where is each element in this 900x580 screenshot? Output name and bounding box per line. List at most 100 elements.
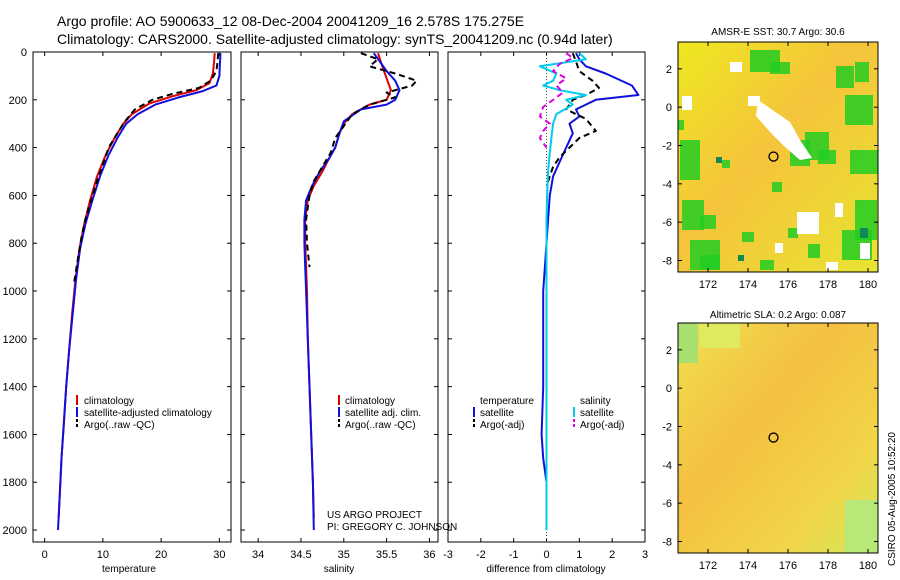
salinity-panel [240,51,439,543]
sst-green-patches [678,50,878,270]
argo-float-marker [768,151,779,162]
x-tick-label: -2 [476,549,486,561]
pi-label: PI: GREGORY C. JOHNSON [327,522,457,533]
land-cell [682,96,692,110]
salinity-plot: 34 34.5 35 35.5 36 [241,51,438,561]
legend-temperature-title: temperature [480,396,534,407]
sla-map-frame [677,322,879,554]
y-tick-label: 1800 [3,477,27,489]
green-patch [700,215,716,229]
green-patch [682,200,704,230]
legend-salinity-title: salinity [580,396,611,407]
x-tick-label: 30 [213,549,225,561]
series-temperature-argo-adj [545,52,600,187]
header-line-2: Climatology: CARS2000. Satellite-adjuste… [57,31,613,47]
x-tick-label: 34.5 [290,549,311,561]
sst-map [678,42,878,272]
series-salinity-argo-adj [538,52,574,149]
series-climatology [304,52,392,519]
y-tick-label: 2 [666,345,672,357]
y-tick-label: 0 [666,383,672,395]
land-cell [756,100,812,160]
y-tick-label: -2 [662,141,672,153]
green-patch [678,120,684,130]
x-tick-label: 34 [252,549,264,561]
series-argo-raw-qc [305,52,418,268]
x-tick-label: 176 [779,279,797,291]
y-tick-label: 1600 [3,429,27,441]
y-tick-label: -2 [662,422,672,434]
green-patch [770,62,790,74]
series-satellite-adjusted-climatology [57,53,222,531]
difference-xlabel: difference from climatology [486,564,605,575]
green-patch [788,228,798,238]
legend-climatology: climatology [345,396,395,407]
sla-map-axes: 172 174 176 178 180 2 0 -2 -4 -6 -8 [662,323,878,572]
x-tick-label: 180 [859,279,877,291]
x-tick-label: 176 [779,560,797,572]
land-cell [860,243,870,259]
series-salinity-satellite [538,52,587,530]
green-patch [808,244,820,258]
legend-sal-satellite: satellite [580,408,614,419]
green-patch [700,255,720,269]
series-climatology [57,53,216,519]
y-tick-label: 1000 [3,286,27,298]
y-tick-label: 0 [666,102,672,114]
legend-satellite: satellite adj. clim. [345,408,421,419]
x-tick-label: 174 [739,560,757,572]
temperature-panel [32,51,232,543]
x-tick-label: 20 [155,549,167,561]
legend-temp-satellite: satellite [480,408,514,419]
sla-light-area [700,323,740,348]
land-cell [797,212,819,234]
land-cell [730,62,742,72]
dark-patch [716,157,722,163]
x-tick-label: 180 [859,560,877,572]
legend-argo: Argo(..raw -QC) [345,420,416,431]
legend-temp-argo: Argo(-adj) [480,420,524,431]
y-tick-label: -8 [662,537,672,549]
y-tick-label: 400 [9,143,27,155]
land-cell [775,243,783,253]
land-cell [748,96,760,106]
sst-map-title: AMSR-E SST: 30.7 Argo: 30.6 [711,27,845,38]
green-patch [760,260,774,270]
sst-map-frame [677,41,879,273]
series-satellite-adj-clim [303,52,401,531]
sla-green-corner [678,323,698,363]
y-tick-label: 0 [21,47,27,59]
y-tick-label: -8 [662,256,672,268]
x-tick-label: 0 [543,549,549,561]
legend-satellite: satellite-adjusted climatology [84,408,212,419]
legend-argo: Argo(..raw -QC) [84,420,155,431]
green-patch [855,62,869,82]
x-tick-label: 178 [819,560,837,572]
land-cell [826,262,838,270]
dark-patch [738,255,744,261]
y-tick-label: 2000 [3,525,27,537]
salinity-xlabel: salinity [324,564,355,575]
green-patch [772,182,782,192]
legend-sal-argo: Argo(-adj) [580,420,624,431]
y-tick-label: -6 [662,217,672,229]
sla-green-corner [845,500,878,553]
timestamp-label: CSIRO 05-Aug-2005 10:52:20 [887,432,898,566]
header-line-1: Argo profile: AO 5900633_12 08-Dec-2004 … [57,13,524,29]
x-tick-label: 1 [576,549,582,561]
x-tick-label: 35.5 [376,549,397,561]
temperature-plot: 0 10 20 30 0 200 400 600 800 1000 1200 1400 1600 1800… [3,47,231,561]
y-tick-label: 1400 [3,382,27,394]
green-patch [850,150,878,174]
y-tick-label: 200 [9,95,27,107]
x-tick-label: 172 [699,279,717,291]
difference-legend: temperature satellite Argo(-adj) salinit… [473,396,624,431]
x-tick-label: 3 [642,549,648,561]
green-patch [845,95,873,125]
x-tick-label: 174 [739,279,757,291]
sst-map-axes: 172 174 176 178 180 2 0 -2 -4 -6 -8 [662,42,878,291]
x-tick-label: 10 [97,549,109,561]
x-tick-label: 178 [819,279,837,291]
dark-patch [860,228,868,238]
sla-map-title: Altimetric SLA: 0.2 Argo: 0.087 [710,310,847,321]
